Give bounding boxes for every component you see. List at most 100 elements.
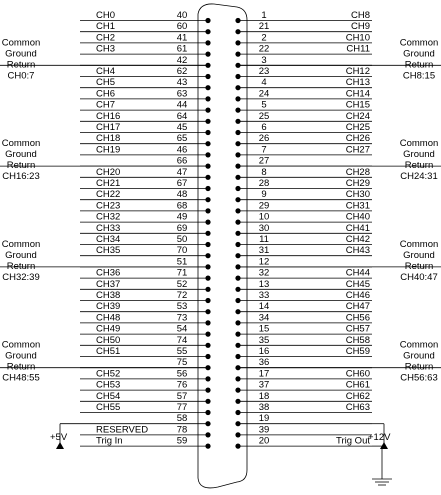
left-signal-label: CH39: [96, 301, 120, 312]
left-pin-number: 54: [177, 324, 188, 335]
right-signal-label: CH40: [346, 212, 370, 223]
right-signal-label: CH41: [346, 223, 370, 234]
right-signal-label: CH15: [346, 100, 370, 111]
left-signal-label: CH51: [96, 346, 120, 357]
right-pin-number: 32: [259, 268, 270, 279]
left-return-label: Ground: [5, 250, 37, 261]
left-pin-number: 49: [177, 212, 188, 223]
right-pin-number: 35: [259, 335, 270, 346]
right-pin-dot: [235, 253, 241, 259]
right-signal-label: CH14: [346, 88, 370, 99]
left-pin-dot: [205, 387, 211, 393]
right-pin-dot: [235, 141, 241, 147]
right-return-label: Common: [400, 37, 439, 48]
right-pin-dot: [235, 40, 241, 46]
left-signal-label: CH52: [96, 368, 120, 379]
right-pin-dot: [235, 297, 241, 304]
right-signal-label: CH42: [346, 234, 370, 245]
left-pin-dot: [205, 197, 211, 203]
left-pin-number: 43: [177, 77, 188, 88]
left-signal-label: CH33: [96, 223, 120, 234]
left-pin-dot: [205, 208, 211, 214]
right-signal-label: CH13: [346, 77, 370, 88]
left-pin-dot: [205, 320, 211, 326]
plus-5v-label: +5V: [50, 432, 68, 443]
left-pin-number: 76: [177, 380, 188, 391]
plus-12v-arrow-icon: [380, 442, 388, 449]
right-signal-label: CH63: [346, 402, 370, 413]
left-pin-dot: [205, 286, 211, 292]
right-pin-number: 38: [259, 402, 270, 413]
right-signal-label: CH62: [346, 391, 370, 402]
right-return-label: Ground: [403, 149, 435, 160]
right-pin-number: 12: [259, 256, 270, 267]
left-signal-label: CH19: [96, 144, 120, 155]
left-pin-dot: [205, 432, 211, 438]
right-pin-number: 4: [261, 77, 266, 88]
right-pin-dot: [235, 208, 241, 214]
right-signal-label: CH12: [346, 66, 370, 77]
left-pin-dot: [205, 29, 211, 35]
right-signal-label: CH44: [346, 268, 370, 279]
plus-5v-arrow-icon: [56, 442, 64, 449]
right-pin-number: 37: [259, 380, 270, 391]
right-signal-label: CH27: [346, 144, 370, 155]
left-return-label: Common: [2, 138, 41, 149]
right-return-label: Common: [400, 340, 439, 351]
right-pin-dot: [235, 29, 241, 35]
left-pin-dot: [205, 331, 211, 337]
right-pin-dot: [235, 443, 241, 449]
right-signal-label: CH24: [346, 111, 370, 122]
power-supply-group: +5V +12V: [50, 423, 392, 486]
left-pin-dot: [205, 443, 211, 449]
left-pin-number: 71: [177, 268, 188, 279]
left-pin-number: 70: [177, 245, 188, 256]
left-pin-dot: [205, 376, 211, 382]
right-pin-dot: [235, 241, 241, 248]
right-pin-number: 25: [259, 111, 270, 122]
left-pin-dot: [205, 241, 211, 248]
right-return-label: Common: [400, 239, 439, 250]
left-return-label: Ground: [5, 351, 37, 362]
right-signal-label: CH57: [346, 324, 370, 335]
left-pin-number: 41: [177, 32, 188, 43]
left-pin-number: 69: [177, 223, 188, 234]
left-pin-number: 78: [177, 424, 188, 435]
right-pin-number: 36: [259, 357, 270, 368]
right-return-label: Return: [405, 59, 434, 70]
right-signal-label: CH59: [346, 346, 370, 357]
right-pin-number: 14: [259, 301, 270, 312]
right-signal-label: CH28: [346, 167, 370, 178]
right-pin-number: 1: [261, 10, 266, 21]
left-signal-label: CH17: [96, 122, 120, 133]
left-pin-number: 73: [177, 312, 188, 323]
right-pin-number: 10: [259, 212, 270, 223]
left-return-label: Return: [7, 261, 36, 272]
right-pin-dot: [235, 342, 241, 348]
right-return-label: Common: [400, 138, 439, 149]
left-pin-dot: [205, 174, 211, 180]
left-return-label: CH16:23: [2, 171, 40, 182]
right-signal-label: CH29: [346, 178, 370, 189]
left-pin-number: 46: [177, 144, 188, 155]
left-return-label: Common: [2, 239, 41, 250]
left-signal-label: CH7: [96, 100, 115, 111]
right-pin-dot: [235, 174, 241, 180]
right-pin-dot: [235, 421, 241, 427]
left-pin-dot: [205, 230, 211, 236]
right-pin-number: 11: [259, 234, 269, 245]
right-pin-number: 34: [259, 312, 270, 323]
left-pin-number: 55: [177, 346, 188, 357]
left-signal-label: CH35: [96, 245, 120, 256]
left-pin-number: 75: [177, 357, 188, 368]
right-pin-dot: [235, 230, 241, 236]
right-pin-dot: [235, 73, 241, 80]
left-signal-label: CH22: [96, 189, 120, 200]
right-signal-label: CH11: [346, 44, 370, 55]
right-pin-number: 7: [261, 144, 266, 155]
right-return-label: Ground: [403, 250, 435, 261]
connector-shell: [197, 3, 248, 489]
right-pin-number: 24: [259, 88, 270, 99]
right-pin-dot: [235, 432, 241, 438]
left-pin-dot: [205, 342, 211, 348]
